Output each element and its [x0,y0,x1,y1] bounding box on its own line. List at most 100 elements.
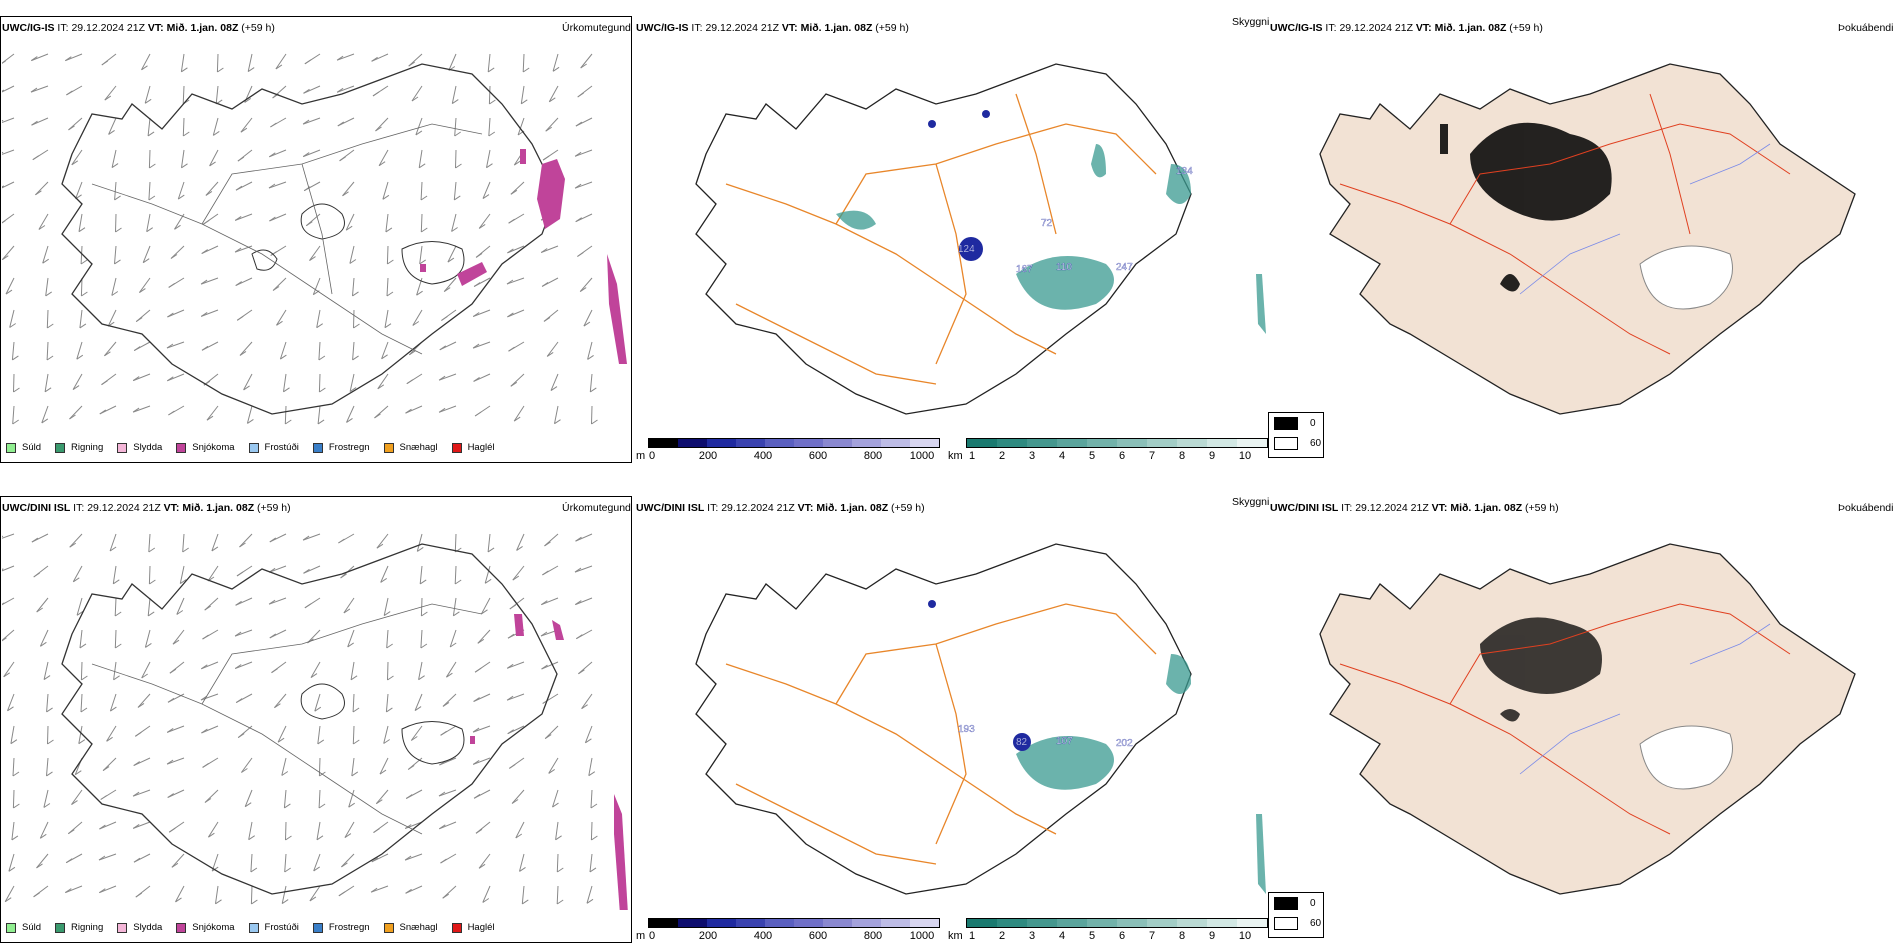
wind-barb-flag [306,221,313,227]
cbar-cell [707,919,736,927]
wind-barb-flag [101,380,108,386]
wind-barb [580,53,593,69]
wind-barb [383,725,389,744]
wind-barb [106,725,117,742]
cbar-tick: 6 [1118,450,1126,462]
wind-barb-flag [35,190,42,196]
legend-label: Súld [22,442,42,453]
cbar-cell [678,439,707,447]
wind-barb [284,853,287,873]
wind-barb-flag [99,409,107,415]
wind-barb [39,629,49,647]
cloudbase-value: 72 [1041,218,1053,229]
wind-barb-flag [281,899,289,905]
wind-barb-flag [7,706,14,712]
wind-barb-flag [2,568,4,571]
wind-barb-flag [317,419,325,425]
wind-barb [283,373,287,392]
wind-barb [148,149,151,169]
wind-barb-flag [574,183,582,189]
wind-barb-flag [147,611,155,617]
fog-map [1319,63,1856,415]
wind-barb [548,757,559,774]
wind-barb-flag [405,794,413,799]
wind-barb-flag [583,321,591,327]
wind-barb-flag [167,793,174,798]
legend-item: Frostúði [248,922,299,933]
cbar-cell [736,439,765,447]
wind-barb-flag [574,567,582,573]
wind-barb-flag [473,376,480,382]
iceland-outline [695,63,1192,415]
wind-barb-flag [274,703,281,709]
wind-barb [13,373,15,393]
wind-barb [102,757,117,771]
wind-barb-flag [441,316,448,321]
wind-barb [207,565,219,582]
wind-barb [172,629,185,645]
wind-barb-flag [377,384,385,390]
wind-barb-flag [73,577,80,583]
cloudbase-colorbar: m 0 200 400 600 800 1000 [636,438,942,466]
wind-barb-flag [167,312,174,318]
wind-barb [138,277,151,293]
cloudbase-value: 202 [1116,738,1133,749]
wind-barb-flag [374,413,381,419]
wind-barb [519,853,525,872]
wind-barb [583,309,593,327]
wind-barb-flag [101,60,109,66]
wind-barb-flag [149,579,156,585]
wind-barb-flag [68,829,75,835]
wind-barb-flag [236,315,244,321]
wind-barb-flag [244,97,251,103]
legend-label: Snæhagl [399,442,438,453]
it-label: IT: [73,502,85,514]
wind-barb [2,181,15,189]
wind-barb-flag [2,185,5,188]
wind-barb-flag [544,541,551,547]
fog-legend-swatch [1274,436,1298,450]
wind-barb [439,757,457,766]
wind-barb [148,565,151,585]
wind-barb [302,533,321,541]
cbar-cell [1177,439,1207,447]
wind-barb-flag [543,316,551,322]
wind-barb [42,245,49,264]
fog-legend-row: 60 [1269,913,1323,933]
wind-barb-flag [110,706,117,712]
wind-barb [318,341,321,361]
wind-barb-flag [114,195,121,201]
wind-barb [276,309,287,326]
wind-barb [71,789,83,805]
fog-panel-title: UWC/IG-IS IT: 29.12.2024 21Z VT: Mið. 1.… [1270,22,1543,34]
wind-barb-flag [416,290,423,296]
wind-barb-flag [575,536,582,542]
wind-barb-flag [590,803,598,809]
wind-barb [5,277,15,295]
wind-barb [12,757,15,777]
wind-barb [488,117,491,137]
wind-barb-flag [47,323,54,329]
wind-barb-flag [589,867,597,873]
wind-barb-flag [111,291,119,296]
cbar-tick: 5 [1088,930,1096,942]
wind-barb [3,661,15,678]
wind-barb-flag [141,673,148,679]
wind-barb-flag [353,739,360,745]
precip-panel-title: UWC/DINI ISL IT: 29.12.2024 21Z VT: Mið.… [2,502,291,514]
wind-barb-flag [472,727,480,733]
visibility-colorbar: km 1 2 3 4 5 6 7 8 9 10 [948,438,1270,466]
cbar-cell [649,919,678,927]
wind-barb [268,181,287,189]
wind-barb-flag [239,350,247,356]
wind-barb-flag [412,321,420,326]
wind-barb [76,341,83,360]
wind-barb [487,533,491,552]
wind-barb [486,149,491,168]
wind-barb [279,341,287,360]
wind-barb-flag [239,542,246,548]
wind-barb-flag [542,570,549,576]
wind-barb [552,789,559,808]
wind-barb-flag [81,291,88,297]
wind-barb-flag [420,195,428,201]
